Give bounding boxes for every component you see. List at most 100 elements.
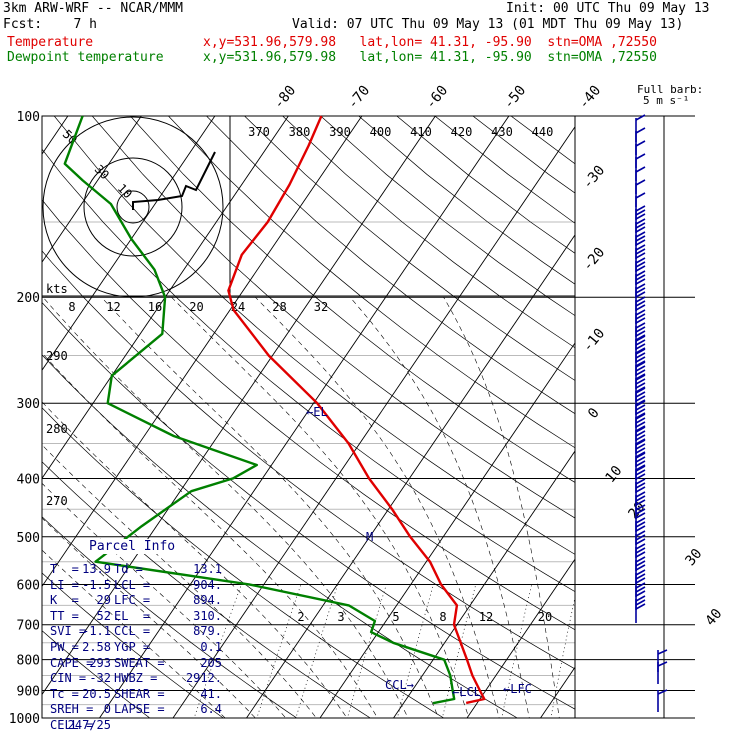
- pressure-label-800: 800: [17, 654, 40, 669]
- wind-barb-flag: [635, 347, 646, 354]
- wind-barb-flag: [635, 140, 646, 147]
- parcel-label: SHEAR =: [114, 686, 165, 701]
- wind-barb-flag: [635, 304, 646, 311]
- mixing-ratio-line: [441, 584, 477, 718]
- parcel-label: LFC =: [114, 593, 151, 608]
- wind-barb-flag: [635, 270, 646, 277]
- wind-barb-flag: [635, 213, 646, 220]
- wind-barb-flag: [635, 369, 646, 376]
- wind-barb-flag: [635, 547, 646, 554]
- isotherm-label: 10: [602, 463, 625, 486]
- wind-barb-flag: [635, 300, 646, 307]
- wind-barb-flag: [635, 564, 646, 571]
- isotherm-label: -80: [271, 83, 300, 113]
- wind-barb-flag: [635, 543, 646, 550]
- wind-barbs: Full barb:5 m s⁻¹: [635, 83, 703, 718]
- mixing-ratio-line: [501, 584, 533, 718]
- parcel-label: SWEAT =: [114, 655, 165, 670]
- isotherm: [245, 234, 575, 718]
- hodo-ring: [42, 116, 224, 298]
- isotherm-label: -40: [576, 83, 605, 113]
- wind-barb-flag: [635, 326, 646, 333]
- adiabat-label: 370: [248, 125, 270, 139]
- wind-barb-flag: [635, 478, 646, 485]
- wind-barb-flag: [635, 582, 646, 589]
- dry-adiabat: [53, 116, 575, 555]
- wind-barb-flag: [635, 356, 646, 363]
- valid-time: Valid: 07 UTC Thu 09 May 13 (01 MDT Thu …: [292, 17, 684, 32]
- wind-barb-flag: [635, 291, 646, 298]
- wind-barb-flag: [635, 573, 646, 580]
- wind-barb-flag: [635, 322, 646, 329]
- mixing-ratio-label: 3: [337, 610, 344, 624]
- theta-label: 280: [46, 422, 68, 436]
- wind-barb-flag: [635, 413, 646, 420]
- dry-adiabat: [42, 407, 445, 718]
- wind-barb-flag: [635, 248, 646, 255]
- hodo-speed-label: 28: [272, 300, 286, 314]
- parcel-label: TT =: [50, 608, 79, 623]
- adiabat-label: 380: [289, 125, 311, 139]
- wind-barb-flag: [635, 412, 646, 419]
- wind-barb-flag: [635, 335, 646, 342]
- wind-barb-flag: [635, 360, 646, 367]
- wind-barb-flag: [635, 374, 646, 381]
- wind-barb-flag: [635, 443, 646, 450]
- wind-barb-flag: [635, 352, 646, 359]
- grid-clipped: [42, 116, 740, 731]
- wind-barb-flag: [635, 373, 646, 380]
- parcel-label: LAPSE =: [114, 702, 165, 717]
- wind-barb-flag: [635, 179, 646, 186]
- wind-barb-flag: [635, 417, 646, 424]
- wind-barb-flag: [635, 504, 646, 511]
- wind-barb-flag: [635, 218, 646, 225]
- hodo-speed-label: 12: [106, 300, 120, 314]
- wind-barb-flag: [635, 399, 646, 406]
- dry-adiabat: [42, 199, 575, 631]
- dry-adiabat: [510, 116, 575, 165]
- dewpoint-profile: [63, 115, 456, 705]
- theta-label: 270: [46, 494, 68, 508]
- wind-barb-flag: [635, 192, 646, 199]
- isotherm: [42, 116, 289, 480]
- wind-barb-flag: [635, 556, 646, 563]
- isotherm: [605, 116, 740, 731]
- hodo-kts-label: kts: [46, 282, 68, 296]
- wind-barb-flag: [635, 482, 646, 489]
- parcel-value: 41.: [200, 686, 222, 701]
- wind-barb-flag: [635, 205, 646, 212]
- ccl-marker: CCL→: [385, 678, 414, 692]
- wind-barb-flag: [635, 378, 646, 385]
- parcel-value: 247/25: [67, 718, 111, 732]
- wind-barb-flag: [635, 309, 646, 316]
- wind-barb-flag: [635, 491, 646, 498]
- wind-barb-flag: [635, 244, 646, 251]
- dry-adiabat: [206, 116, 575, 415]
- pressure-label-300: 300: [17, 397, 40, 412]
- dry-adiabat: [396, 116, 575, 254]
- dry-adiabat: [130, 116, 575, 483]
- isotherm-label: -30: [580, 163, 609, 193]
- parcel-label: SVI =: [50, 624, 87, 639]
- wind-barb-flag: [635, 153, 646, 160]
- wind-barb-flag: [635, 235, 646, 242]
- moist-adiabat: [255, 296, 500, 718]
- wind-barb-flag: [635, 551, 646, 558]
- isotherm: [98, 116, 510, 718]
- chart-series: [63, 115, 486, 705]
- mixing-ratio-label: 20: [538, 610, 552, 624]
- wind-barb-flag: [635, 283, 646, 290]
- parcel-label: T =: [50, 562, 79, 576]
- hodo-speed-label: 32: [314, 300, 328, 314]
- moist-adiabat: [443, 297, 560, 718]
- isotherm-label: 30: [682, 546, 705, 569]
- init-time: Init: 00 UTC Thu 09 May 13: [506, 1, 710, 16]
- adiabat-label: 430: [491, 125, 513, 139]
- isotherm: [42, 116, 142, 263]
- isotherm-label: -50: [501, 83, 530, 113]
- dry-adiabat: [472, 116, 575, 194]
- parcel-label: EL =: [114, 608, 151, 623]
- wind-barb-flag: [635, 296, 646, 303]
- wind-barb-flag: [635, 387, 646, 394]
